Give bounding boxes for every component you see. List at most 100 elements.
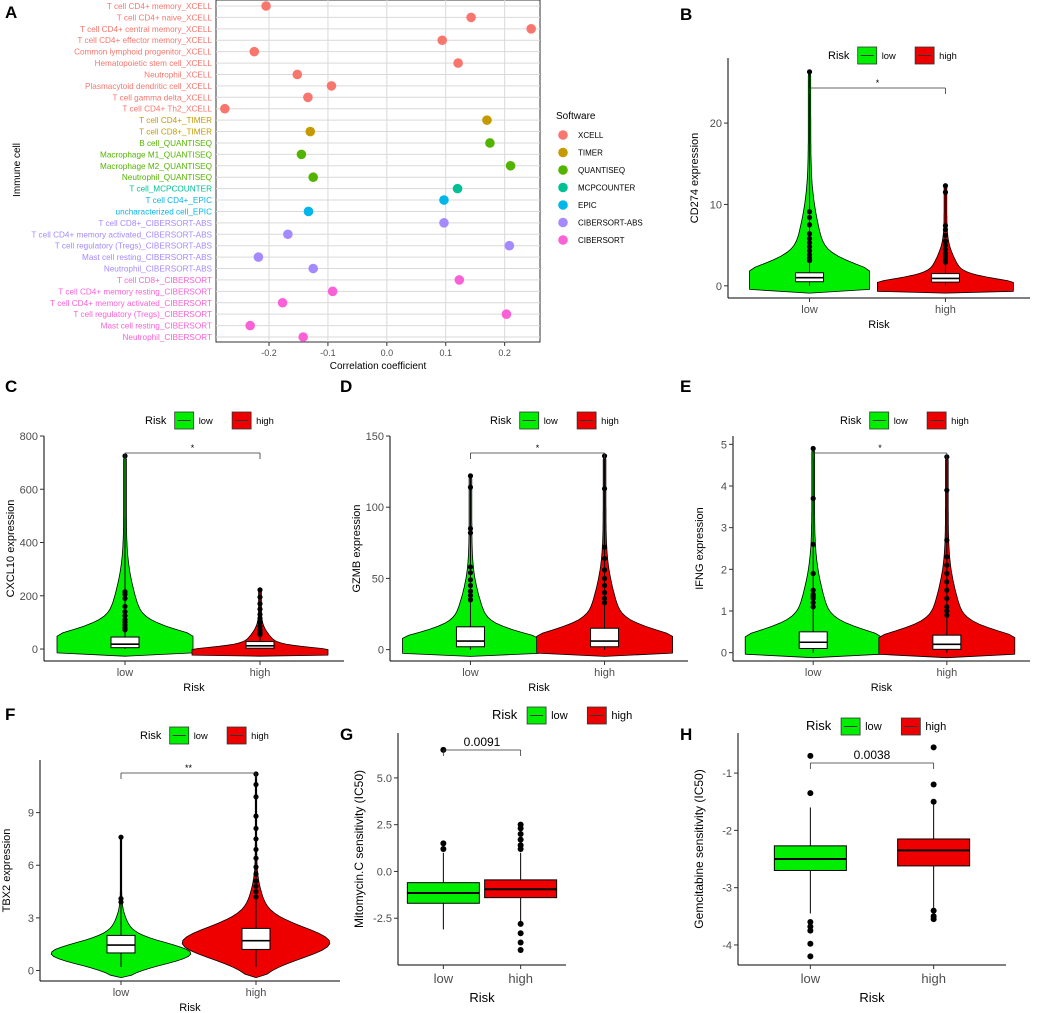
outlier-point	[253, 883, 259, 889]
y-tick-label: T cell CD4+ memory_XCELL	[107, 2, 213, 11]
y-tick-label: 20	[710, 118, 722, 130]
x-axis-title: Risk	[859, 990, 885, 1005]
outlier-point	[930, 781, 937, 788]
outlier-point	[810, 600, 816, 606]
y-axis-title: IFNG expression	[694, 507, 706, 590]
y-tick-label: 0	[378, 645, 384, 657]
data-point	[296, 149, 307, 160]
data-point	[504, 240, 515, 251]
box-low	[106, 934, 136, 954]
panel-a: A -0.2 -0.1 0.0 0.1 0.2 T cell CD4+ memory_XCE…	[5, 0, 643, 372]
data-point	[308, 263, 319, 274]
legend-title: Risk	[828, 50, 850, 62]
outlier-point	[122, 609, 128, 615]
legend-label: CIBERSORT	[578, 236, 625, 245]
legend-key	[558, 217, 568, 228]
outlier-point	[257, 619, 263, 625]
outlier-point	[440, 846, 447, 852]
outlier-point	[944, 595, 950, 602]
y-tick-label: 3	[721, 523, 727, 535]
outlier-point	[601, 590, 608, 596]
outlier-point	[253, 855, 259, 861]
y-axis-title: TBX2 expression	[1, 829, 13, 913]
legend-label: high	[251, 731, 269, 741]
data-point	[277, 297, 288, 308]
y-tick-label: T cell CD8+_CIBERSORT	[117, 276, 212, 285]
y-tick-label: 3	[28, 913, 34, 925]
outlier-point	[517, 947, 524, 954]
y-tick-label: T cell CD4+ memory activated_CIBERSORT-A…	[31, 230, 212, 239]
y-tick-label: T cell CD8+_TIMER	[139, 128, 212, 137]
y-tick-label: 0	[716, 281, 722, 293]
y-tick-label: -2	[722, 825, 732, 837]
outlier-point	[810, 587, 816, 593]
y-tick-label: 9	[28, 808, 34, 820]
box-high	[245, 641, 275, 649]
outlier-point	[806, 214, 813, 221]
outlier-point	[122, 613, 128, 619]
outlier-point	[257, 594, 263, 600]
outlier-point	[942, 246, 949, 252]
outlier-point	[122, 595, 128, 602]
legend-label: low	[882, 51, 896, 61]
legend-label: high	[939, 51, 957, 61]
outlier-point	[601, 486, 608, 492]
outlier-point	[517, 831, 524, 838]
legend-label: low	[894, 416, 908, 426]
outlier-point	[253, 781, 259, 788]
plot-frame	[215, 0, 541, 343]
outlier-point	[810, 595, 816, 602]
outlier-point	[944, 487, 950, 493]
outlier-point	[942, 189, 949, 195]
outlier-point	[601, 595, 608, 601]
x-tick-label: high	[508, 971, 533, 986]
legend-label: high	[601, 416, 619, 426]
panel-label: D	[340, 377, 352, 396]
panel-label: B	[680, 5, 692, 24]
y-tick-label: 4	[721, 481, 727, 493]
legend-title: Risk	[490, 415, 512, 427]
x-axis-title: Risk	[868, 319, 890, 331]
legend-key	[558, 182, 568, 193]
outlier-point	[930, 798, 937, 805]
data-point	[437, 35, 448, 46]
outlier-point	[122, 603, 128, 610]
data-point	[220, 103, 230, 114]
y-tick-label: T cell CD4+ naive_XCELL	[117, 13, 213, 22]
outlier-point	[944, 612, 950, 618]
outlier-point	[944, 570, 950, 577]
y-axis-title: Gemcitabine sensitivity (IC50)	[692, 769, 706, 928]
legend-label: high	[951, 416, 969, 426]
outlier-point	[467, 530, 474, 536]
x-tick-label: low	[801, 971, 821, 986]
panel-label: C	[5, 377, 17, 396]
y-tick-label: 150	[366, 431, 384, 443]
legend-label: QUANTISEQ	[578, 166, 625, 175]
data-point	[452, 183, 463, 194]
box-high	[932, 634, 962, 650]
outlier-point	[467, 525, 474, 532]
x-axis-title: Risk	[871, 682, 893, 694]
y-tick-label: uncharacterized cell_EPIC	[116, 207, 213, 216]
x-axis-title: Correlation coefficient	[330, 361, 427, 372]
y-tick-label: Plasmacytoid dendritic cell_XCELL	[85, 82, 212, 91]
legend-key	[558, 200, 568, 210]
outlier-point	[944, 554, 950, 560]
outlier-point	[601, 567, 608, 573]
outlier-point	[807, 927, 814, 934]
legend-title: Software	[556, 111, 596, 122]
panel-label: E	[680, 377, 691, 396]
y-tick-label: 10	[710, 199, 722, 211]
outlier-point	[467, 564, 474, 570]
data-point	[245, 320, 255, 331]
y-axis-title: GZMB expression	[351, 504, 363, 592]
outlier-point	[601, 575, 608, 582]
outlier-point	[253, 846, 259, 853]
y-tick-label: T cell CD4+ memory resting_CIBERSORT	[58, 287, 212, 296]
y-tick-label: Mast cell resting_CIBERSORT-ABS	[82, 253, 213, 262]
box-high	[241, 927, 271, 950]
sig-label: 0.0038	[854, 748, 891, 762]
outlier-point	[942, 183, 949, 189]
outlier-point	[806, 257, 813, 264]
box-low	[110, 636, 140, 649]
